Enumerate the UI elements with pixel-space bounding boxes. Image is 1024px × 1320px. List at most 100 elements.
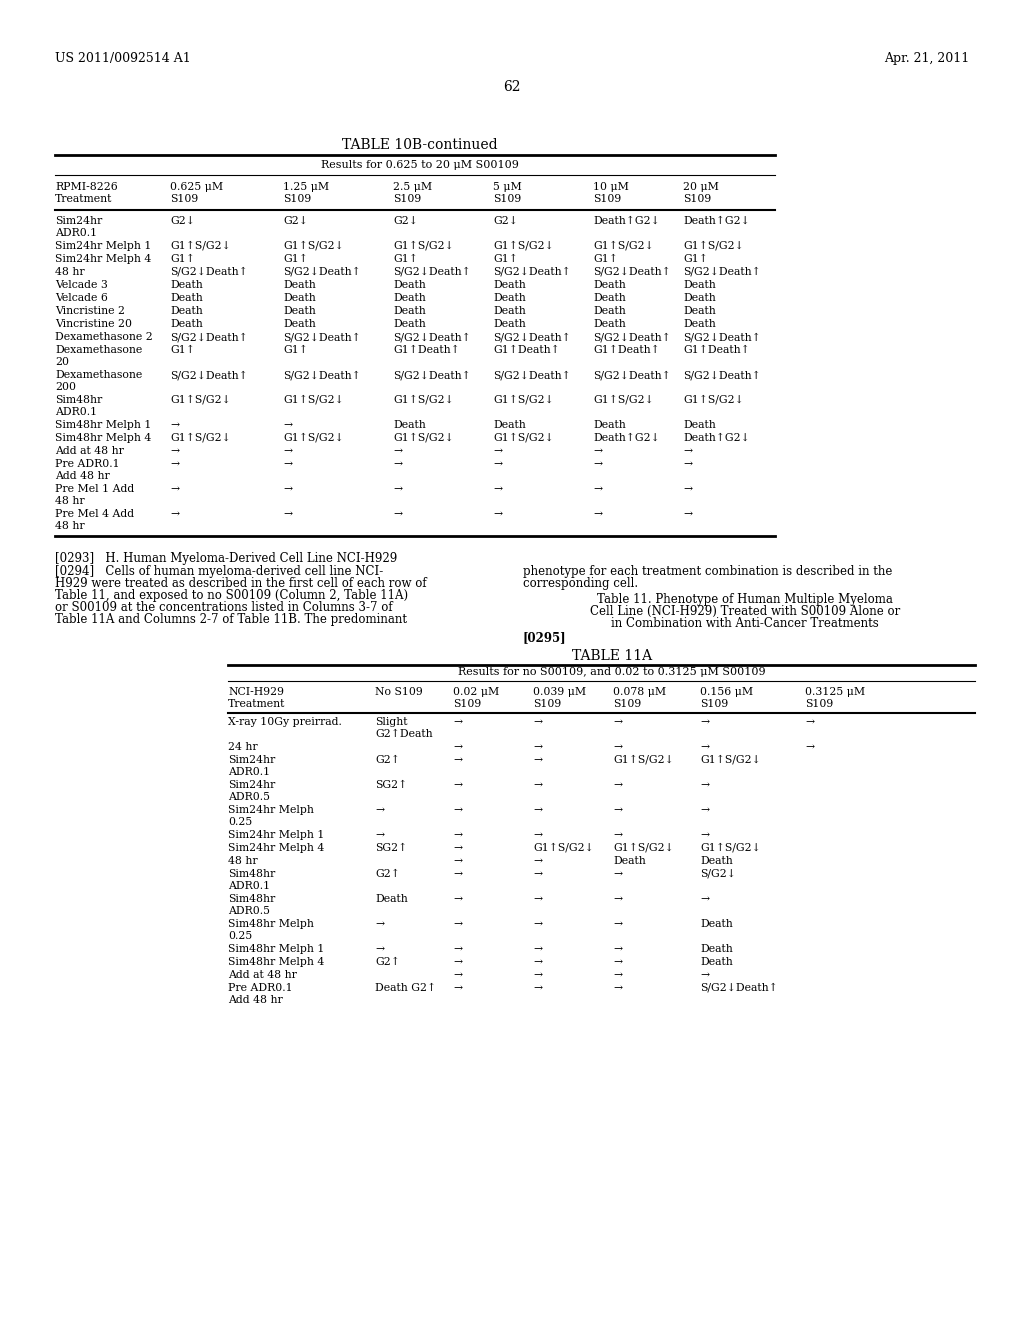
Text: ADR0.1: ADR0.1	[228, 767, 270, 777]
Text: S109: S109	[534, 700, 561, 709]
Text: Death: Death	[683, 293, 716, 304]
Text: →: →	[453, 755, 462, 766]
Text: Table 11. Phenotype of Human Multiple Myeloma: Table 11. Phenotype of Human Multiple My…	[597, 593, 893, 606]
Text: G1↑: G1↑	[283, 253, 308, 264]
Text: G2↑Death: G2↑Death	[375, 729, 432, 739]
Text: →: →	[393, 446, 402, 455]
Text: 1.25 μM: 1.25 μM	[283, 182, 329, 191]
Text: Death: Death	[283, 319, 315, 329]
Text: S/G2↓Death↑: S/G2↓Death↑	[493, 267, 570, 277]
Text: →: →	[170, 420, 179, 430]
Text: Death: Death	[493, 319, 525, 329]
Text: →: →	[613, 919, 623, 929]
Text: S/G2↓Death↑: S/G2↓Death↑	[593, 370, 671, 380]
Text: Cell Line (NCI-H929) Treated with S00109 Alone or: Cell Line (NCI-H929) Treated with S00109…	[590, 605, 900, 618]
Text: G1↑S/G2↓: G1↑S/G2↓	[493, 242, 554, 251]
Text: S/G2↓Death↑: S/G2↓Death↑	[493, 370, 570, 380]
Text: 20 μM: 20 μM	[683, 182, 719, 191]
Text: Death: Death	[393, 420, 426, 430]
Text: Dexamethasone: Dexamethasone	[55, 370, 142, 380]
Text: SG2↑: SG2↑	[375, 843, 408, 853]
Text: Dexamethasone 2: Dexamethasone 2	[55, 333, 153, 342]
Text: →: →	[683, 446, 692, 455]
Text: 0.02 μM: 0.02 μM	[453, 686, 500, 697]
Text: G1↑S/G2↓: G1↑S/G2↓	[283, 395, 344, 405]
Text: S/G2↓Death↑: S/G2↓Death↑	[493, 333, 570, 342]
Text: S109: S109	[453, 700, 481, 709]
Text: Add 48 hr: Add 48 hr	[55, 471, 110, 480]
Text: Death: Death	[393, 319, 426, 329]
Text: corresponding cell.: corresponding cell.	[523, 577, 638, 590]
Text: G1↑: G1↑	[393, 253, 418, 264]
Text: Velcade 3: Velcade 3	[55, 280, 108, 290]
Text: Pre Mel 4 Add: Pre Mel 4 Add	[55, 510, 134, 519]
Text: Death: Death	[593, 280, 626, 290]
Text: G1↑S/G2↓: G1↑S/G2↓	[683, 242, 743, 251]
Text: G1↑S/G2↓: G1↑S/G2↓	[534, 843, 594, 853]
Text: →: →	[453, 830, 462, 840]
Text: 20: 20	[55, 356, 69, 367]
Text: →: →	[613, 983, 623, 993]
Text: ADR0.1: ADR0.1	[55, 228, 97, 238]
Text: Sim48hr Melph 4: Sim48hr Melph 4	[228, 957, 325, 968]
Text: 5 μM: 5 μM	[493, 182, 522, 191]
Text: →: →	[170, 459, 179, 469]
Text: 48 hr: 48 hr	[55, 521, 85, 531]
Text: Pre ADR0.1: Pre ADR0.1	[55, 459, 120, 469]
Text: S/G2↓Death↑: S/G2↓Death↑	[283, 333, 360, 342]
Text: Death: Death	[700, 919, 733, 929]
Text: →: →	[613, 970, 623, 979]
Text: →: →	[613, 957, 623, 968]
Text: Death: Death	[493, 420, 525, 430]
Text: Death: Death	[375, 894, 408, 904]
Text: 62: 62	[503, 81, 521, 94]
Text: →: →	[613, 805, 623, 814]
Text: G1↑Death↑: G1↑Death↑	[683, 345, 750, 355]
Text: →: →	[453, 957, 462, 968]
Text: →: →	[613, 780, 623, 789]
Text: Death: Death	[170, 319, 203, 329]
Text: →: →	[700, 717, 710, 727]
Text: →: →	[613, 894, 623, 904]
Text: →: →	[453, 855, 462, 866]
Text: Death: Death	[170, 306, 203, 315]
Text: →: →	[613, 717, 623, 727]
Text: 0.625 μM: 0.625 μM	[170, 182, 223, 191]
Text: S/G2↓Death↑: S/G2↓Death↑	[683, 370, 761, 380]
Text: →: →	[534, 894, 542, 904]
Text: 48 hr: 48 hr	[55, 267, 85, 277]
Text: Death: Death	[170, 293, 203, 304]
Text: →: →	[683, 459, 692, 469]
Text: Death: Death	[493, 280, 525, 290]
Text: Death: Death	[493, 306, 525, 315]
Text: S/G2↓Death↑: S/G2↓Death↑	[683, 333, 761, 342]
Text: →: →	[453, 894, 462, 904]
Text: Table 11A and Columns 2-7 of Table 11B. The predominant: Table 11A and Columns 2-7 of Table 11B. …	[55, 612, 407, 626]
Text: →: →	[613, 742, 623, 752]
Text: Sim48hr: Sim48hr	[55, 395, 102, 405]
Text: phenotype for each treatment combination is described in the: phenotype for each treatment combination…	[523, 565, 892, 578]
Text: or S00109 at the concentrations listed in Columns 3-7 of: or S00109 at the concentrations listed i…	[55, 601, 392, 614]
Text: →: →	[534, 830, 542, 840]
Text: Death: Death	[593, 293, 626, 304]
Text: →: →	[613, 830, 623, 840]
Text: Apr. 21, 2011: Apr. 21, 2011	[884, 51, 969, 65]
Text: Sim48hr Melph: Sim48hr Melph	[228, 919, 314, 929]
Text: X-ray 10Gy preirrad.: X-ray 10Gy preirrad.	[228, 717, 342, 727]
Text: S/G2↓Death↑: S/G2↓Death↑	[593, 267, 671, 277]
Text: Results for no S00109, and 0.02 to 0.3125 μM S00109: Results for no S00109, and 0.02 to 0.312…	[458, 667, 766, 677]
Text: S109: S109	[593, 194, 622, 205]
Text: G1↑S/G2↓: G1↑S/G2↓	[170, 395, 230, 405]
Text: Treatment: Treatment	[228, 700, 286, 709]
Text: [0295]: [0295]	[523, 631, 566, 644]
Text: →: →	[453, 983, 462, 993]
Text: NCI-H929: NCI-H929	[228, 686, 284, 697]
Text: Death: Death	[393, 280, 426, 290]
Text: TABLE 10B-continued: TABLE 10B-continued	[342, 139, 498, 152]
Text: Treatment: Treatment	[55, 194, 113, 205]
Text: →: →	[375, 919, 384, 929]
Text: →: →	[683, 510, 692, 519]
Text: G2↓: G2↓	[393, 216, 418, 226]
Text: G1↑Death↑: G1↑Death↑	[593, 345, 659, 355]
Text: Death: Death	[170, 280, 203, 290]
